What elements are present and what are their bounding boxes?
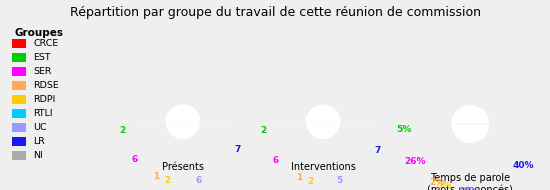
- Text: LR: LR: [34, 137, 45, 146]
- Wedge shape: [158, 137, 177, 167]
- FancyBboxPatch shape: [12, 39, 26, 48]
- Wedge shape: [164, 138, 180, 171]
- Wedge shape: [166, 122, 200, 139]
- Text: 2: 2: [260, 126, 266, 135]
- Text: 2: 2: [307, 177, 314, 186]
- FancyBboxPatch shape: [12, 95, 26, 104]
- Text: NI: NI: [34, 151, 43, 160]
- Text: 2: 2: [119, 126, 126, 135]
- Wedge shape: [320, 136, 351, 171]
- Text: UC: UC: [34, 123, 47, 132]
- Text: RDPI: RDPI: [34, 95, 56, 104]
- Text: 5%: 5%: [396, 125, 411, 134]
- Wedge shape: [475, 124, 524, 176]
- Text: 6: 6: [131, 155, 138, 164]
- Text: Temps de parole
(mots prononcés): Temps de parole (mots prononcés): [427, 173, 513, 190]
- Text: 18%: 18%: [457, 187, 479, 190]
- Wedge shape: [442, 140, 461, 172]
- FancyBboxPatch shape: [12, 109, 26, 118]
- Text: 5%: 5%: [436, 181, 452, 190]
- Wedge shape: [445, 141, 464, 175]
- Text: 40%: 40%: [513, 161, 534, 170]
- Bar: [113, 122, 253, 146]
- Text: Répartition par groupe du travail de cette réunion de commission: Répartition par groupe du travail de cet…: [69, 6, 481, 19]
- Bar: [253, 122, 393, 146]
- Wedge shape: [417, 127, 460, 170]
- Text: CRCE: CRCE: [34, 39, 59, 48]
- Text: 6: 6: [273, 156, 279, 165]
- Text: Présents: Présents: [162, 162, 204, 172]
- Wedge shape: [416, 124, 452, 133]
- Text: 6: 6: [195, 176, 202, 185]
- Text: SER: SER: [34, 67, 52, 76]
- Wedge shape: [452, 124, 489, 143]
- Text: Interventions: Interventions: [291, 162, 355, 172]
- Wedge shape: [177, 136, 213, 171]
- Text: RTLI: RTLI: [34, 109, 53, 118]
- FancyBboxPatch shape: [12, 53, 26, 62]
- Wedge shape: [134, 122, 167, 135]
- Wedge shape: [306, 122, 340, 139]
- Circle shape: [452, 106, 489, 143]
- Text: 1: 1: [153, 172, 159, 181]
- Wedge shape: [453, 142, 484, 178]
- Text: 5: 5: [337, 176, 343, 185]
- Text: 26%: 26%: [404, 157, 426, 166]
- Text: 7: 7: [234, 145, 240, 154]
- Wedge shape: [307, 138, 322, 171]
- FancyBboxPatch shape: [12, 151, 26, 160]
- Text: 1: 1: [296, 173, 302, 182]
- Circle shape: [306, 105, 340, 139]
- Text: RDSE: RDSE: [34, 81, 59, 90]
- Wedge shape: [274, 122, 307, 135]
- Wedge shape: [136, 127, 174, 165]
- FancyBboxPatch shape: [12, 137, 26, 146]
- Wedge shape: [301, 137, 317, 168]
- FancyBboxPatch shape: [12, 81, 26, 90]
- Wedge shape: [333, 122, 372, 162]
- Text: 2%: 2%: [429, 178, 444, 187]
- Wedge shape: [276, 127, 315, 165]
- Circle shape: [166, 105, 200, 139]
- Text: 2: 2: [164, 176, 170, 185]
- Text: 7: 7: [374, 146, 380, 155]
- Bar: [393, 124, 547, 150]
- FancyBboxPatch shape: [12, 123, 26, 132]
- Text: Groupes: Groupes: [14, 28, 63, 38]
- Text: EST: EST: [34, 53, 51, 62]
- Wedge shape: [193, 122, 232, 161]
- FancyBboxPatch shape: [12, 67, 26, 76]
